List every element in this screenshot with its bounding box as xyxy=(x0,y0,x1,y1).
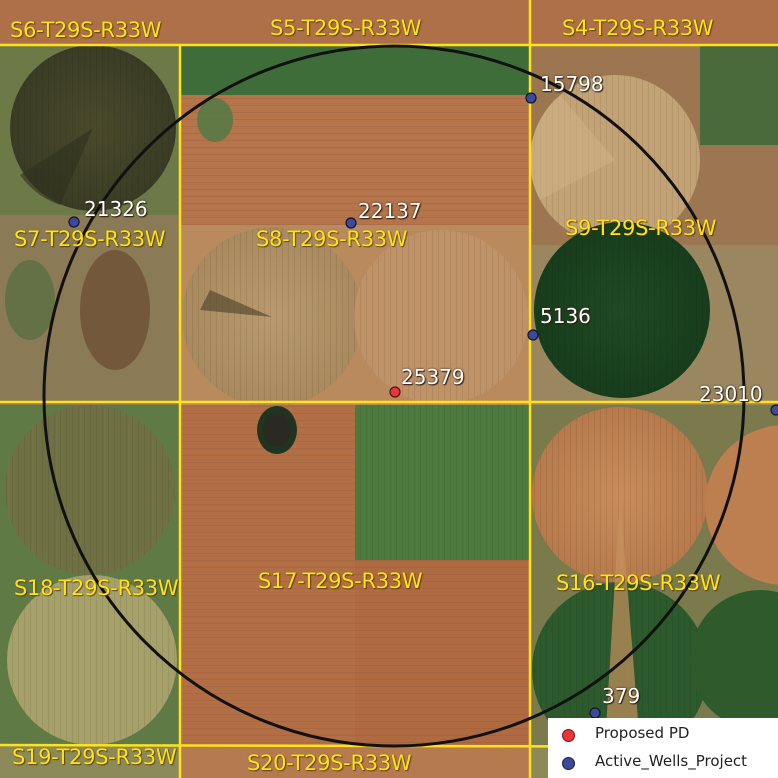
field-s5-green xyxy=(180,45,530,95)
section-label-s18: S18-T29S-R33W xyxy=(14,576,179,600)
well-label: 5136 xyxy=(540,304,591,328)
section-label-s20: S20-T29S-R33W xyxy=(247,751,412,775)
blue-dot-icon xyxy=(562,757,575,770)
map-legend: Proposed PD Active_Wells_Project xyxy=(548,718,778,778)
proposed-well-point[interactable] xyxy=(389,386,401,398)
legend-label: Proposed PD xyxy=(595,724,690,742)
active-well-point[interactable] xyxy=(345,217,357,229)
buffer-circle xyxy=(42,44,746,748)
wells-layer xyxy=(68,92,778,719)
section-label-s17: S17-T29S-R33W xyxy=(258,569,423,593)
legend-item-proposed: Proposed PD xyxy=(548,722,778,748)
active-well-point[interactable] xyxy=(525,92,537,104)
section-label-s9: S9-T29S-R33W xyxy=(565,216,717,240)
well-label: 22137 xyxy=(358,199,422,223)
legend-item-active: Active_Wells_Project xyxy=(548,750,778,776)
active-well-point[interactable] xyxy=(770,404,778,416)
section-label-s5: S5-T29S-R33W xyxy=(270,16,422,40)
well-label: 379 xyxy=(602,684,641,708)
active-well-point[interactable] xyxy=(527,329,539,341)
section-label-s16: S16-T29S-R33W xyxy=(556,571,721,595)
well-label: 21326 xyxy=(84,197,148,221)
well-label: 15798 xyxy=(540,72,604,96)
section-label-s19: S19-T29S-R33W xyxy=(12,745,177,769)
section-label-s6: S6-T29S-R33W xyxy=(10,18,162,42)
well-label: 23010 xyxy=(699,382,763,406)
well-label: 25379 xyxy=(401,365,465,389)
pivot-field xyxy=(705,425,778,585)
section-label-s4: S4-T29S-R33W xyxy=(562,16,714,40)
active-well-point[interactable] xyxy=(589,707,601,719)
active-well-point[interactable] xyxy=(68,216,80,228)
legend-label: Active_Wells_Project xyxy=(595,752,748,770)
section-label-s8: S8-T29S-R33W xyxy=(256,227,408,251)
section-label-s7: S7-T29S-R33W xyxy=(14,227,166,251)
red-dot-icon xyxy=(562,729,575,742)
